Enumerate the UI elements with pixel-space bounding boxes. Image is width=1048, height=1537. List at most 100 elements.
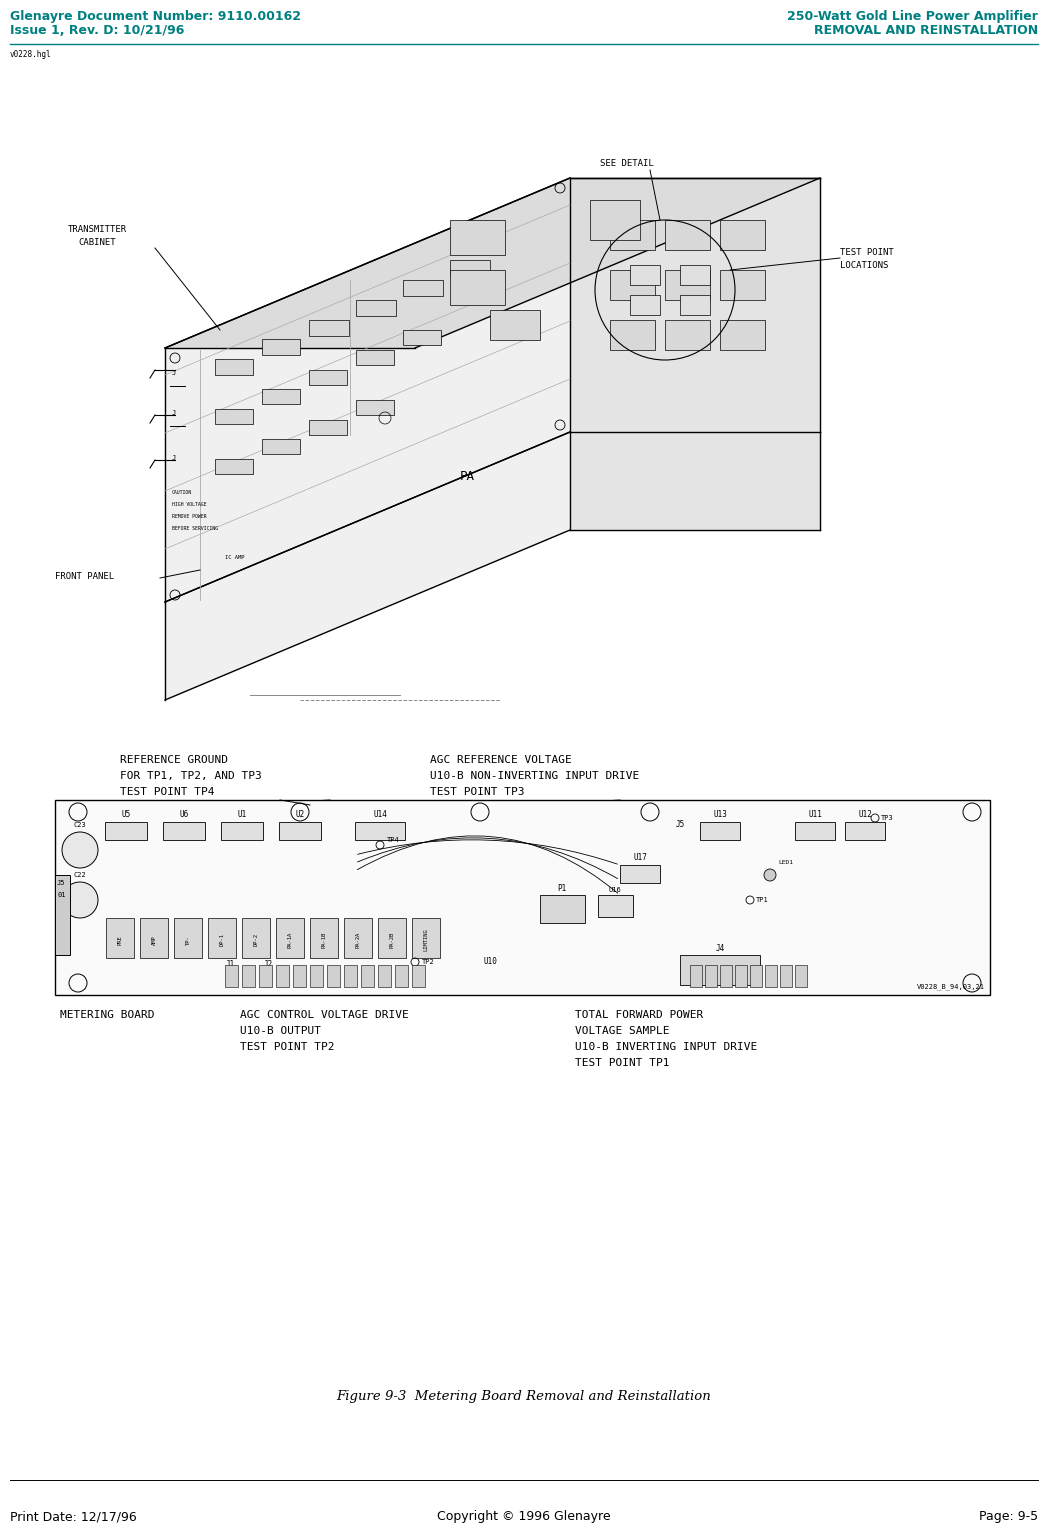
Bar xyxy=(221,822,263,841)
Bar xyxy=(378,918,406,958)
Text: J2: J2 xyxy=(263,961,272,968)
Bar xyxy=(450,271,505,304)
Text: PRE: PRE xyxy=(117,934,123,945)
Text: BEFORE SERVICING: BEFORE SERVICING xyxy=(172,526,218,530)
Bar xyxy=(720,220,765,251)
Text: C23: C23 xyxy=(73,822,86,828)
Bar xyxy=(610,220,655,251)
Text: C22: C22 xyxy=(73,871,86,878)
Text: U13: U13 xyxy=(713,810,727,819)
Text: AGC CONTROL VOLTAGE DRIVE: AGC CONTROL VOLTAGE DRIVE xyxy=(240,1010,409,1021)
Bar xyxy=(620,865,660,882)
Text: U6: U6 xyxy=(179,810,189,819)
Bar xyxy=(309,320,349,335)
Text: PA-1A: PA-1A xyxy=(287,931,292,948)
Text: REFERENCE GROUND: REFERENCE GROUND xyxy=(121,755,228,765)
Bar xyxy=(680,264,709,284)
Bar xyxy=(395,965,408,987)
Text: J: J xyxy=(172,410,176,417)
Text: U17: U17 xyxy=(633,853,647,862)
Text: METERING BOARD: METERING BOARD xyxy=(60,1010,154,1021)
Bar xyxy=(106,918,134,958)
Polygon shape xyxy=(165,432,570,699)
Bar xyxy=(450,260,490,277)
Text: REMOVAL AND REINSTALLATION: REMOVAL AND REINSTALLATION xyxy=(814,25,1038,37)
Bar xyxy=(54,799,990,994)
Bar xyxy=(750,965,762,987)
Bar xyxy=(705,965,717,987)
Bar xyxy=(279,822,321,841)
Text: U16: U16 xyxy=(609,887,621,893)
Circle shape xyxy=(764,868,776,881)
Text: CAUTION: CAUTION xyxy=(172,490,192,495)
Text: DP-2: DP-2 xyxy=(254,933,259,947)
Text: U10-B NON-INVERTING INPUT DRIVE: U10-B NON-INVERTING INPUT DRIVE xyxy=(430,772,639,781)
Bar xyxy=(845,822,885,841)
Bar xyxy=(225,965,238,987)
Text: PA-2B: PA-2B xyxy=(390,931,394,948)
Text: PA-2A: PA-2A xyxy=(355,931,361,948)
Text: AMP: AMP xyxy=(152,934,156,945)
Bar xyxy=(765,965,777,987)
Bar xyxy=(215,360,253,375)
Polygon shape xyxy=(570,178,820,432)
Text: DP-1: DP-1 xyxy=(219,933,224,947)
Bar xyxy=(720,320,765,350)
Text: U2: U2 xyxy=(296,810,305,819)
Bar xyxy=(361,965,374,987)
Bar xyxy=(412,918,440,958)
Text: J5: J5 xyxy=(57,881,65,885)
Bar xyxy=(276,965,289,987)
Text: TRANSMITTER: TRANSMITTER xyxy=(68,224,127,234)
Text: Page: 9-5: Page: 9-5 xyxy=(979,1509,1038,1523)
Text: Print Date: 12/17/96: Print Date: 12/17/96 xyxy=(10,1509,136,1523)
Bar xyxy=(356,400,394,415)
Bar xyxy=(356,350,394,364)
Bar xyxy=(403,280,443,297)
Bar xyxy=(54,875,70,954)
Text: TEST POINT TP2: TEST POINT TP2 xyxy=(240,1042,334,1051)
Text: J4: J4 xyxy=(716,944,724,953)
Circle shape xyxy=(62,882,99,918)
Bar xyxy=(610,271,655,300)
Text: TEST POINT TP4: TEST POINT TP4 xyxy=(121,787,215,798)
Bar xyxy=(590,200,640,240)
Bar xyxy=(262,440,300,455)
Text: TEST POINT TP1: TEST POINT TP1 xyxy=(575,1057,670,1068)
Circle shape xyxy=(62,832,99,868)
Text: TEST POINT TP3: TEST POINT TP3 xyxy=(430,787,524,798)
Bar xyxy=(262,340,300,355)
Bar xyxy=(356,300,396,315)
Text: Copyright © 1996 Glenayre: Copyright © 1996 Glenayre xyxy=(437,1509,611,1523)
Bar xyxy=(665,220,709,251)
Text: LED1: LED1 xyxy=(778,861,793,865)
Text: PA-1B: PA-1B xyxy=(322,931,327,948)
Polygon shape xyxy=(570,432,820,530)
Text: HIGH VOLTAGE: HIGH VOLTAGE xyxy=(172,503,206,507)
Bar xyxy=(215,460,253,473)
Text: AGC REFERENCE VOLTAGE: AGC REFERENCE VOLTAGE xyxy=(430,755,572,765)
Bar xyxy=(665,320,709,350)
Text: P1: P1 xyxy=(558,884,567,893)
Polygon shape xyxy=(165,178,570,603)
Text: TP2: TP2 xyxy=(422,959,435,965)
Text: U1: U1 xyxy=(238,810,246,819)
Bar xyxy=(795,822,835,841)
Bar xyxy=(540,895,585,924)
Text: TP4: TP4 xyxy=(387,838,399,842)
Bar xyxy=(780,965,792,987)
Text: J1: J1 xyxy=(225,961,235,968)
Bar xyxy=(610,320,655,350)
Bar xyxy=(105,822,147,841)
Bar xyxy=(262,389,300,404)
Bar xyxy=(355,822,405,841)
Bar xyxy=(293,965,306,987)
Bar xyxy=(310,965,323,987)
Bar xyxy=(720,271,765,300)
Bar xyxy=(700,822,740,841)
Text: TP-: TP- xyxy=(185,934,191,945)
Bar xyxy=(259,965,272,987)
Text: 250-Watt Gold Line Power Amplifier: 250-Watt Gold Line Power Amplifier xyxy=(787,11,1038,23)
Text: J: J xyxy=(172,455,176,461)
Bar xyxy=(344,918,372,958)
